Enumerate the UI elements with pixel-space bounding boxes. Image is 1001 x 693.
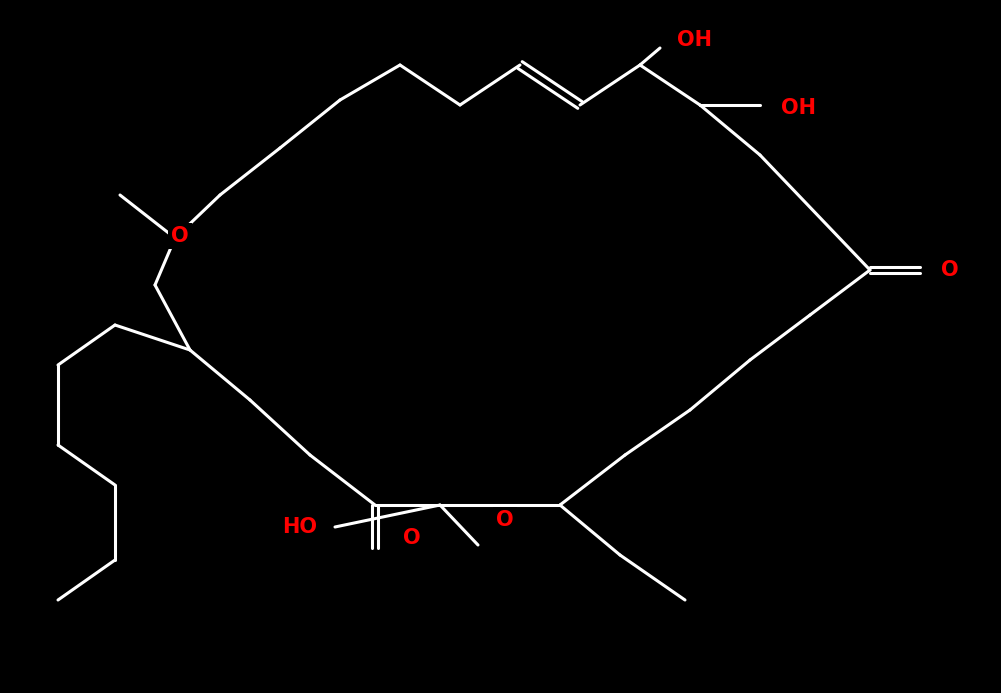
Text: O: O xyxy=(941,260,959,280)
Text: OH: OH xyxy=(678,30,713,50)
Text: O: O xyxy=(171,226,189,246)
Text: O: O xyxy=(496,510,514,530)
Text: OH: OH xyxy=(781,98,816,118)
Text: HO: HO xyxy=(282,517,317,537)
Text: O: O xyxy=(403,528,420,548)
